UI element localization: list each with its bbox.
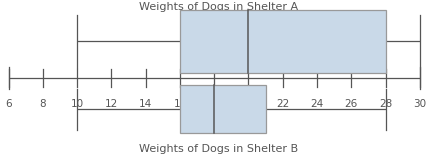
Text: 8: 8 <box>39 99 46 109</box>
Text: 28: 28 <box>379 99 392 109</box>
Text: 24: 24 <box>310 99 324 109</box>
Text: 18: 18 <box>208 99 221 109</box>
Text: 10: 10 <box>70 99 83 109</box>
Text: 30: 30 <box>413 99 427 109</box>
Text: Weights of Dogs in Shelter A: Weights of Dogs in Shelter A <box>139 2 298 12</box>
Text: 20: 20 <box>242 99 255 109</box>
Text: 14: 14 <box>139 99 152 109</box>
Text: 22: 22 <box>276 99 289 109</box>
Bar <box>180 10 385 73</box>
Text: 26: 26 <box>345 99 358 109</box>
Text: Weights of Dogs in Shelter B: Weights of Dogs in Shelter B <box>139 144 298 154</box>
Text: 16: 16 <box>173 99 187 109</box>
Bar <box>180 85 266 133</box>
Text: 6: 6 <box>5 99 12 109</box>
Text: 12: 12 <box>105 99 118 109</box>
